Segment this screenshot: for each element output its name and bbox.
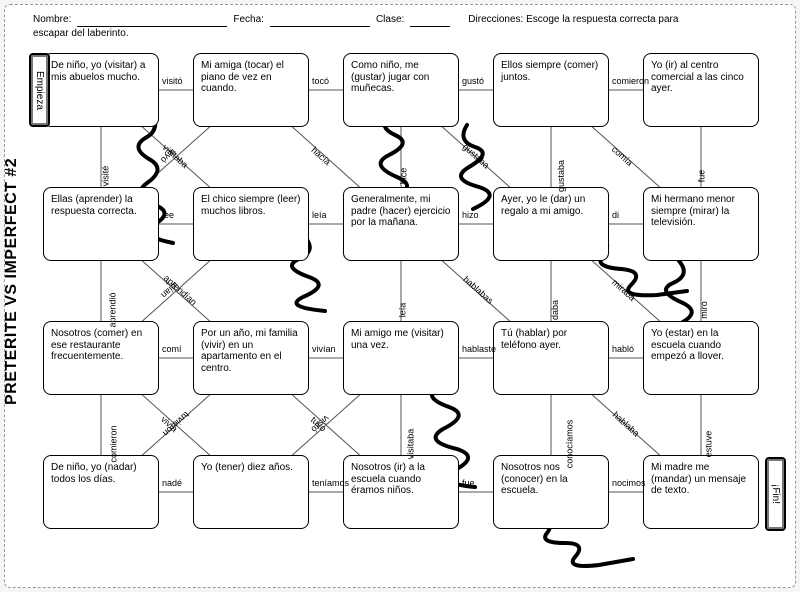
node-r1c3: Ayer, yo le (dar) un regalo a mi amigo. [493,187,609,261]
node-r0c4: Yo (ir) al centro comercial a las cinco … [643,53,759,127]
start-badge: Empieza [29,53,50,127]
edge-label: fue [462,478,475,488]
edge-label: lee [162,210,174,220]
node-r3c0: De niño, yo (nadar) todos los días. [43,455,159,529]
edge-label: nocimos [612,478,646,488]
node-r1c2: Generalmente, mi padre (hacer) ejercicio… [343,187,459,261]
maze-container: De niño, yo (visitar) a mis abuelos much… [33,47,781,569]
edge-label: di [612,210,619,220]
node-r1c1: El chico siempre (leer) muchos libros. [193,187,309,261]
worksheet-page: PRETERITE VS IMPERFECT #2 Nombre: Fecha:… [4,4,796,588]
edge-label: conocíamos [564,420,574,469]
edge-label: visité [100,166,110,187]
edge-label: gustó [462,76,484,86]
node-r3c2: Nosotros (ir) a la escuela cuando éramos… [343,455,459,529]
blank-clase[interactable] [410,13,450,27]
edge-label: gustaba [556,160,566,192]
edge-label: tocó [312,76,329,86]
node-r0c0: De niño, yo (visitar) a mis abuelos much… [43,53,159,127]
label-fecha: Fecha: [233,13,264,27]
node-r3c1: Yo (tener) diez años. [193,455,309,529]
node-r3c3: Nosotros nos (conocer) en la escuela. [493,455,609,529]
edge-label: daba [550,300,560,320]
edge-label: aprendió [108,292,118,327]
label-direcciones-2: escapar del laberinto. [33,27,783,41]
node-r0c3: Ellos siempre (comer) juntos. [493,53,609,127]
node-r3c4: Mi madre me (mandar) un mensaje de texto… [643,455,759,529]
blank-fecha[interactable] [270,13,370,27]
edge-label: visitaba [405,429,415,460]
edge-label: habló [612,344,634,354]
edge-label: hizo [462,210,479,220]
label-clase: Clase: [376,13,404,27]
header: Nombre: Fecha: Clase: Direcciones: Escog… [33,13,783,41]
edge-label: leía [397,303,407,318]
edge-label: leía [312,210,327,220]
edge-label: teníamos [312,478,349,488]
blank-nombre[interactable] [77,13,227,27]
edge-label: comieron [612,76,649,86]
node-r1c0: Ellas (aprender) la respuesta correcta. [43,187,159,261]
node-r2c0: Nosotros (comer) en ese restaurante frec… [43,321,159,395]
side-title: PRETERITE VS IMPERFECT #2 [3,158,21,405]
node-r1c4: Mi hermano menor siempre (mirar) la tele… [643,187,759,261]
edge-label: hablaste [462,344,496,354]
edge-label: miró [699,301,709,319]
edge-label: nadé [162,478,182,488]
edge-label: vivían [312,344,336,354]
edge-label: estuve [703,431,713,458]
edge-label: comieron [109,425,119,462]
node-r0c1: Mi amiga (tocar) el piano de vez en cuan… [193,53,309,127]
edge-label: hice [398,168,408,185]
node-r2c3: Tú (hablar) por teléfono ayer. [493,321,609,395]
edge-label: comí [162,344,182,354]
node-r0c2: Como niño, me (gustar) jugar con muñecas… [343,53,459,127]
label-nombre: Nombre: [33,13,71,27]
node-r2c2: Mi amigo me (visitar) una vez. [343,321,459,395]
edge-label: visitó [162,76,183,86]
node-r2c4: Yo (estar) en la escuela cuando empezó a… [643,321,759,395]
label-direcciones: Direcciones: Escoge la respuesta correct… [468,13,678,27]
edge-label: fue [696,170,706,183]
node-r2c1: Por un año, mi familia (vivir) en un apa… [193,321,309,395]
end-badge: ¡Fin! [765,457,786,531]
